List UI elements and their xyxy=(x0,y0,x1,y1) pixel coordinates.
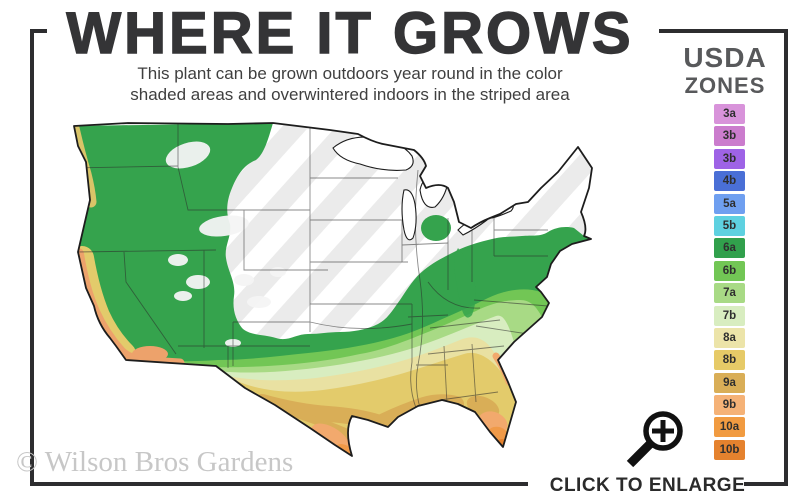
legend-zone-5a: 5a xyxy=(714,193,745,214)
legend-zone-10a: 10a xyxy=(714,417,745,438)
legend-heading: USDA ZONES xyxy=(664,44,786,97)
legend-zone-3b: 3b xyxy=(714,126,745,147)
socal-desert-patch xyxy=(132,346,168,362)
legend-zone-4b: 4b xyxy=(714,171,745,192)
subtitle-line-2: shaded areas and overwintered indoors in… xyxy=(130,85,570,104)
appalachian-green xyxy=(454,248,476,318)
legend-zone-8a: 8a xyxy=(714,327,745,348)
usda-zone-us-map[interactable] xyxy=(28,110,643,478)
frame-border-right xyxy=(784,29,788,486)
legend-heading-usda: USDA xyxy=(683,42,767,73)
legend-zone-5b: 5b xyxy=(714,215,745,236)
subtitle-line-1: This plant can be grown outdoors year ro… xyxy=(137,64,563,83)
zone-8b-band xyxy=(216,352,516,456)
frame-border-bottom-right xyxy=(744,482,788,486)
legend-zones: 3a 3b 3b 4b 5a 5b 6a 6b 7a 7b 8a 8b 9a 9b 10a 10b xyxy=(714,104,745,462)
legend-zone-7a: 7a xyxy=(714,283,745,304)
watermark: © Wilson Bros Gardens xyxy=(16,446,294,476)
legend-zone-8b: 8b xyxy=(714,350,745,371)
enlarge-label[interactable]: CLICK TO ENLARGE xyxy=(549,475,746,496)
frame-border-bottom-left xyxy=(30,482,528,486)
subtitle: This plant can be grown outdoors year ro… xyxy=(40,63,660,105)
us-map-svg[interactable] xyxy=(28,110,643,478)
legend-zone-6b: 6b xyxy=(714,260,745,281)
lake-michigan xyxy=(401,189,417,241)
frame-border-left xyxy=(30,29,34,486)
legend-zone-6a: 6a xyxy=(714,238,745,259)
page-title: WHERE IT GROWS xyxy=(66,0,634,66)
legend-zone-10b: 10b xyxy=(714,439,745,460)
legend-zone-3a: 3a xyxy=(714,104,745,124)
legend-zone-3b: 3b xyxy=(714,148,745,169)
frame-border-top-left xyxy=(30,29,47,33)
legend-zone-7b: 7b xyxy=(714,305,745,326)
frame-border-top-right xyxy=(659,29,788,33)
magnifier-plus-icon[interactable] xyxy=(605,405,691,473)
legend-zone-9b: 9b xyxy=(714,395,745,416)
legend-heading-zones: ZONES xyxy=(684,73,766,98)
enlarge-button[interactable]: CLICK TO ENLARGE xyxy=(540,405,755,497)
legend-zone-9a: 9a xyxy=(714,372,745,393)
michigan-green xyxy=(421,215,451,241)
us-outline xyxy=(73,122,593,457)
